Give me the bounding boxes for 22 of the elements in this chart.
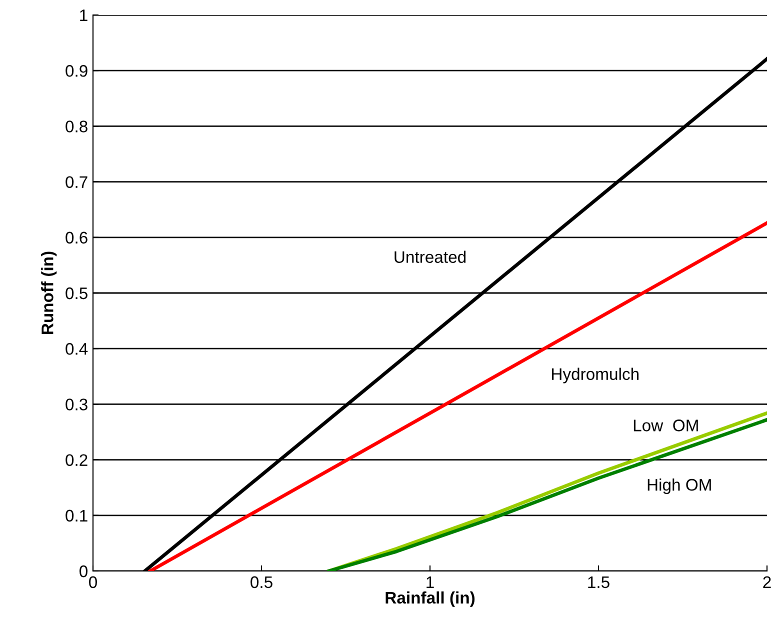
y-tick-label: 0.8 [66,120,88,132]
y-tick-label: 0.3 [66,398,88,410]
y-tick-label: 1 [80,10,88,22]
x-tick-label: 0.5 [250,576,272,588]
y-tick-label: 0.9 [66,65,88,77]
y-tick-label: 0.5 [66,287,88,300]
x-tick-label: 0 [89,576,97,588]
y-tick-label: 0.7 [66,176,88,188]
y-tick-label: 0.4 [66,343,88,355]
y-tick-label: 0.6 [66,232,88,244]
x-tick-label: 2 [763,576,771,588]
x-axis-title: Rainfall (in) [386,591,475,607]
y-tick-label: 0 [80,565,88,578]
text: Untreated [394,250,466,263]
y-tick-label: 0.1 [66,510,88,522]
x-tick-label: 1.5 [588,576,610,588]
series-label: Low OM [634,420,698,432]
x-tick-label: 1 [426,576,434,588]
series-label: High OM [648,478,711,494]
y-tick-label: 0.2 [66,454,88,466]
y-axis-title: Runoff (in) [41,252,57,334]
series-label: Hydromulch [552,368,639,384]
